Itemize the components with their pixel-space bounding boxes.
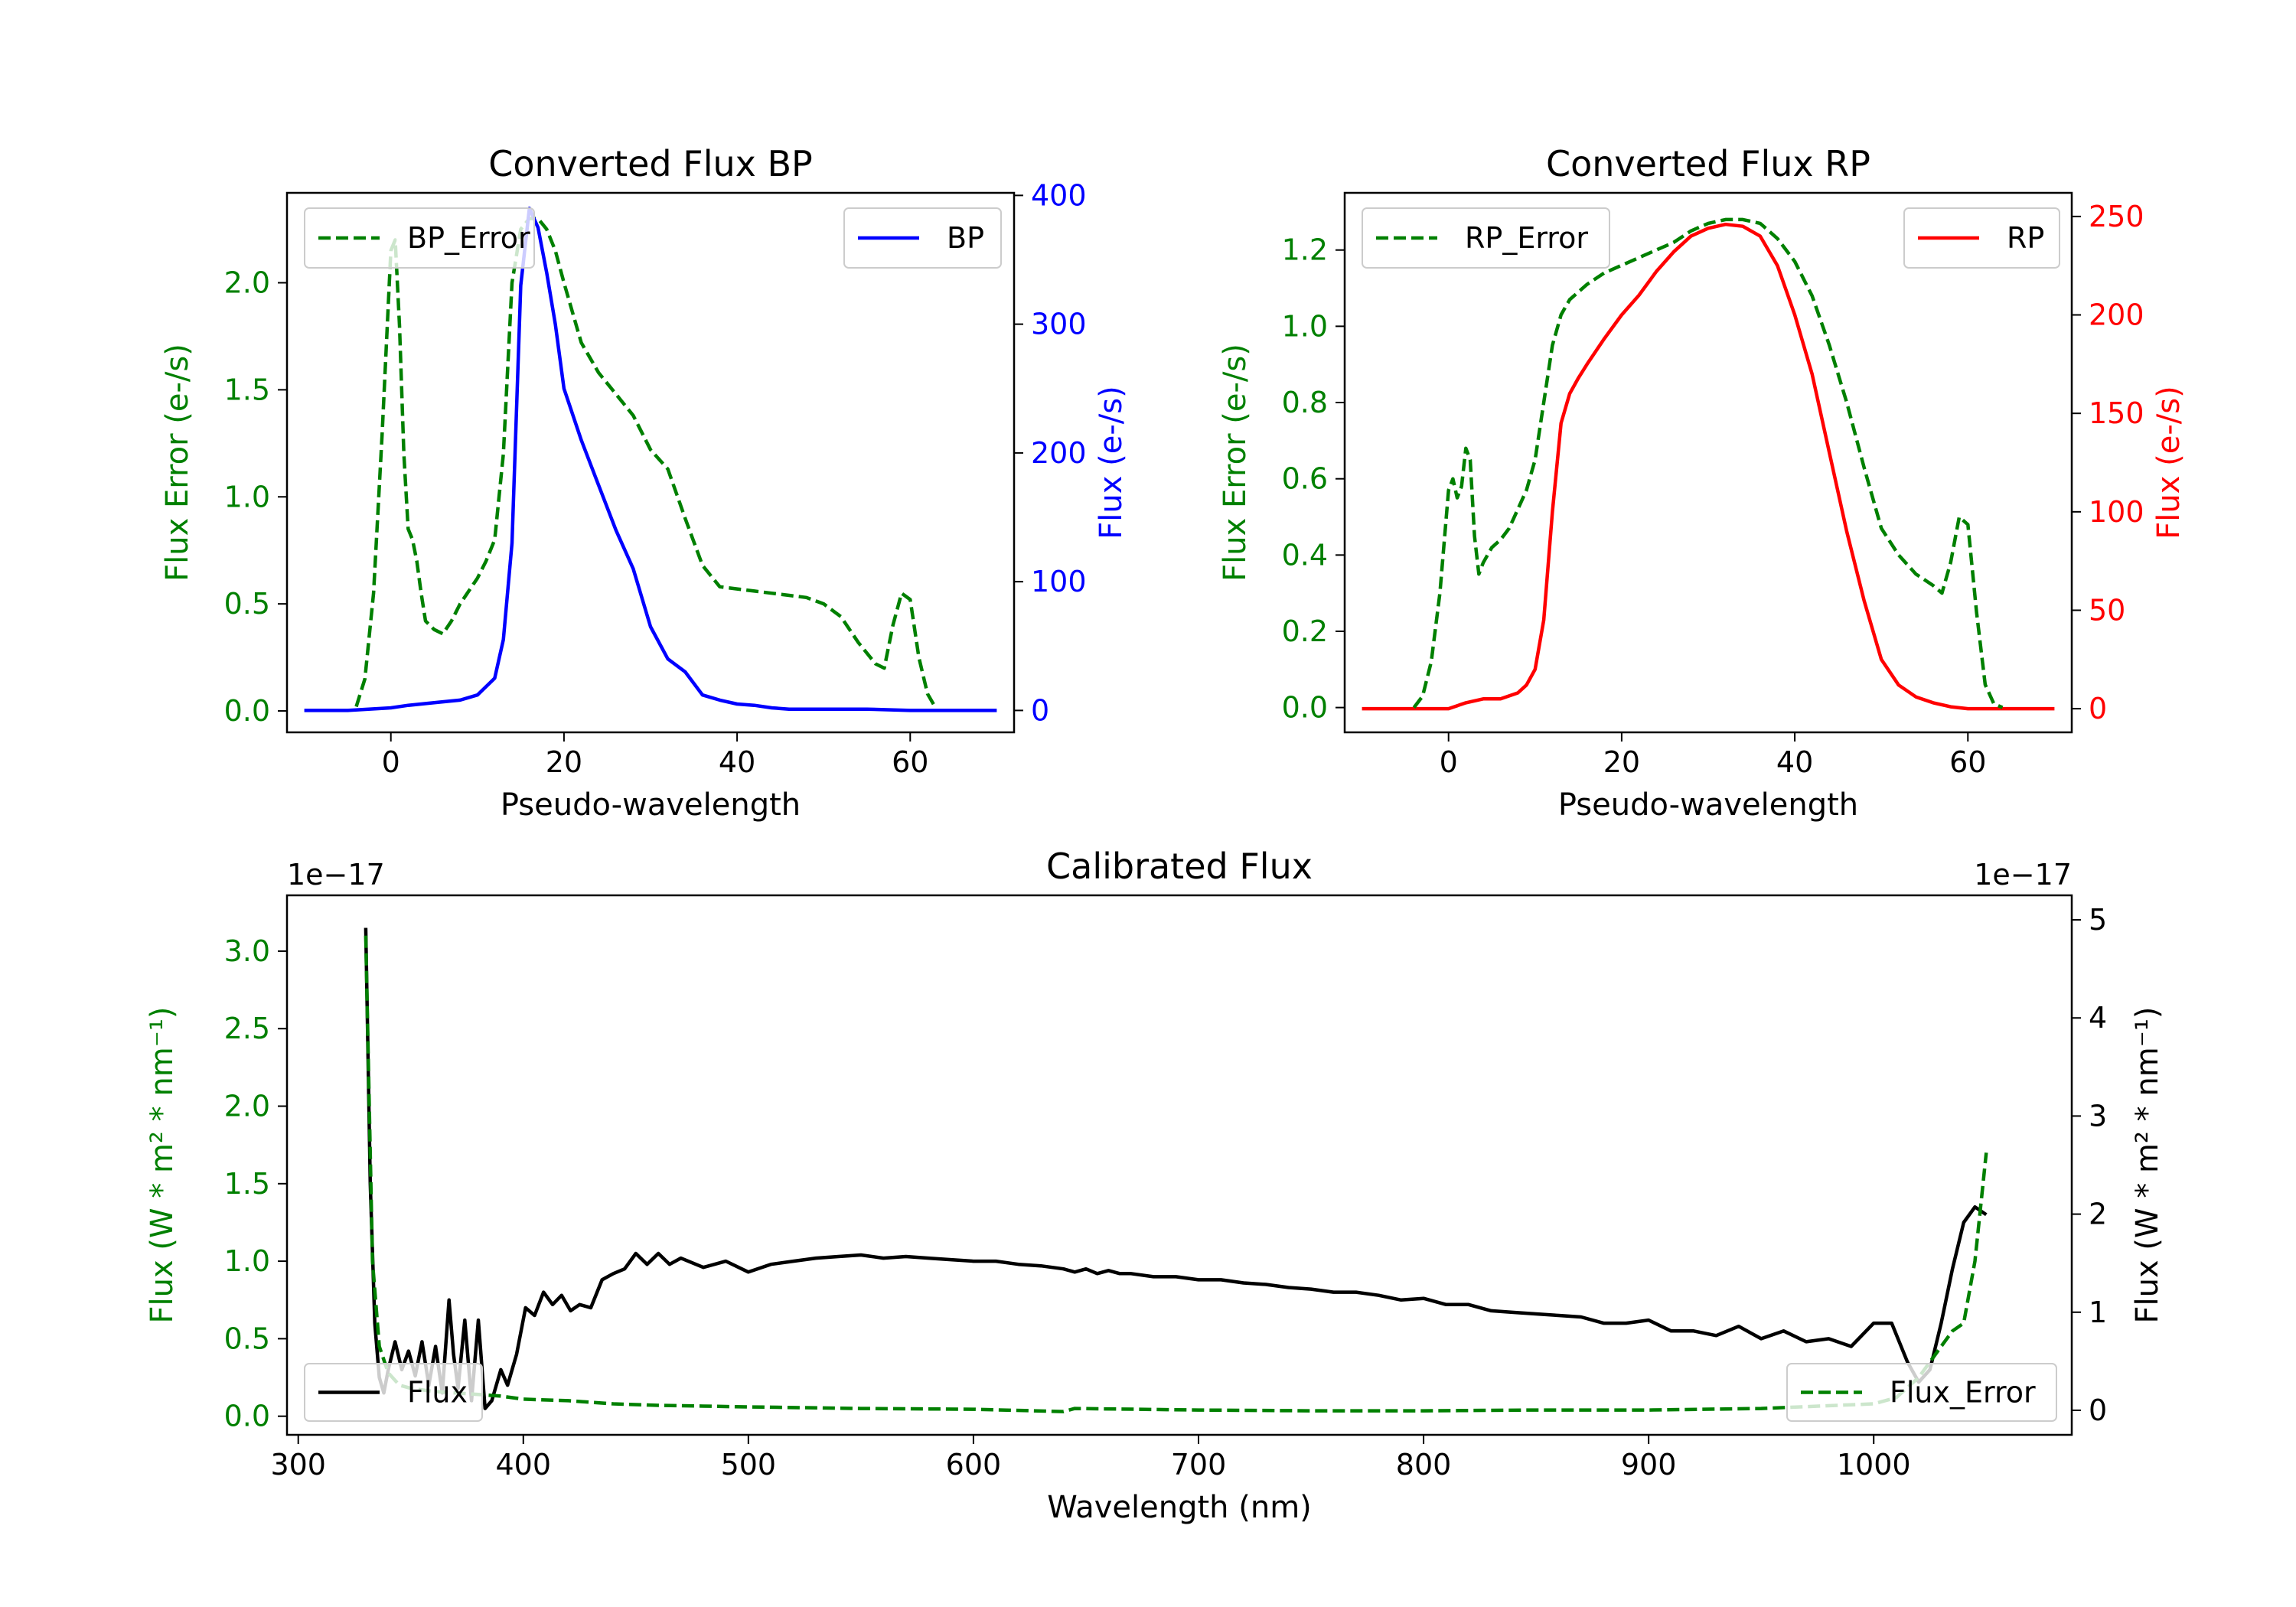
cal-legend-box bbox=[1786, 1363, 2057, 1422]
rp-x-tick-label: 40 bbox=[1776, 745, 1813, 779]
rp-left-tick-label: 0.0 bbox=[1282, 691, 1328, 725]
cal-left-tick-label: 0.5 bbox=[224, 1322, 270, 1355]
bp-right-axis-label: Flux (e-/s) bbox=[1094, 386, 1129, 539]
rp-series-rp-error bbox=[1362, 222, 2055, 711]
cal-right-tick-label: 5 bbox=[2089, 903, 2107, 937]
bp-title: Converted Flux BP bbox=[488, 143, 813, 184]
cal-x-tick-label: 500 bbox=[721, 1448, 777, 1482]
bp-legend-box bbox=[304, 207, 535, 269]
rp-legend-label: RP bbox=[2007, 221, 2044, 255]
bp-series-bp bbox=[304, 206, 997, 712]
rp-right-tick-label: 150 bbox=[2089, 396, 2144, 430]
rp-right-axis-label: Flux (e-/s) bbox=[2151, 386, 2187, 539]
cal-title: Calibrated Flux bbox=[1046, 846, 1313, 887]
bp-x-tick-label: 20 bbox=[546, 745, 582, 779]
cal-legend-label: Flux_Error bbox=[1890, 1376, 2036, 1410]
cal-legend-label: Flux bbox=[407, 1376, 468, 1410]
bp-axes-frame bbox=[285, 191, 1016, 734]
rp-left-tick-label: 0.2 bbox=[1282, 614, 1328, 648]
bp-legend-label: BP_Error bbox=[407, 221, 530, 255]
cal-series-flux bbox=[364, 927, 1988, 1410]
bp-right-tick-label: 200 bbox=[1031, 436, 1087, 470]
rp-right-tick-label: 200 bbox=[2089, 298, 2144, 332]
cal-x-tick-label: 600 bbox=[946, 1448, 1002, 1482]
cal-left-tick-label: 1.5 bbox=[224, 1167, 270, 1201]
cal-axes-frame bbox=[285, 894, 2073, 1436]
bp-left-tick-label: 1.5 bbox=[224, 373, 270, 406]
bp-x-axis-label: Pseudo-wavelength bbox=[501, 787, 801, 823]
bp-left-tick-label: 2.0 bbox=[224, 266, 270, 300]
cal-right-tick-label: 4 bbox=[2089, 1001, 2107, 1035]
cal-left-tick-label: 0.0 bbox=[224, 1400, 270, 1433]
cal-left-axis-label: Flux (W * m² * nm⁻¹) bbox=[145, 1007, 180, 1324]
rp-left-tick-label: 0.4 bbox=[1282, 538, 1328, 572]
bp-legend-label: BP bbox=[947, 221, 984, 255]
bp-x-tick-label: 40 bbox=[719, 745, 755, 779]
cal-x-tick-label: 900 bbox=[1621, 1448, 1677, 1482]
cal-x-tick-label: 700 bbox=[1171, 1448, 1227, 1482]
cal-x-tick-label: 300 bbox=[270, 1448, 326, 1482]
rp-x-tick-label: 0 bbox=[1440, 745, 1458, 779]
cal-x-tick-label: 800 bbox=[1396, 1448, 1452, 1482]
bp-left-tick-label: 1.0 bbox=[224, 480, 270, 513]
bp-right-tick-label: 0 bbox=[1031, 693, 1049, 727]
rp-legend-box bbox=[1362, 207, 1610, 269]
rp-left-tick-label: 0.6 bbox=[1282, 462, 1328, 496]
rp-right-tick-label: 250 bbox=[2089, 200, 2144, 233]
bp-right-tick-label: 300 bbox=[1031, 308, 1087, 341]
rp-left-tick-label: 0.8 bbox=[1282, 386, 1328, 419]
bp-legend-box bbox=[843, 207, 1002, 269]
cal-right-tick-label: 1 bbox=[2089, 1296, 2107, 1329]
rp-right-tick-label: 100 bbox=[2089, 495, 2144, 529]
cal-x-tick-label: 1000 bbox=[1837, 1448, 1911, 1482]
rp-right-tick-label: 50 bbox=[2089, 593, 2125, 627]
bp-left-tick-label: 0.0 bbox=[224, 694, 270, 728]
bp-left-tick-label: 0.5 bbox=[224, 587, 270, 621]
rp-left-tick-label: 1.0 bbox=[1282, 309, 1328, 343]
rp-axes-frame bbox=[1343, 191, 2073, 734]
cal-right-offset-label: 1e−17 bbox=[1974, 858, 2072, 892]
cal-x-axis-label: Wavelength (nm) bbox=[1047, 1490, 1312, 1525]
rp-series-rp-error-dashed bbox=[1412, 217, 2004, 709]
rp-x-axis-label: Pseudo-wavelength bbox=[1558, 787, 1858, 823]
rp-title: Converted Flux RP bbox=[1546, 143, 1870, 184]
rp-left-tick-label: 1.2 bbox=[1282, 233, 1328, 267]
cal-x-tick-label: 400 bbox=[496, 1448, 552, 1482]
bp-right-tick-label: 100 bbox=[1031, 565, 1087, 598]
cal-series-flux-error bbox=[364, 935, 1988, 1413]
rp-right-tick-label: 0 bbox=[2089, 692, 2107, 725]
bp-left-axis-label: Flux Error (e-/s) bbox=[160, 344, 195, 582]
cal-right-tick-label: 3 bbox=[2089, 1099, 2107, 1133]
cal-left-offset-label: 1e−17 bbox=[287, 858, 385, 892]
bp-right-tick-label: 400 bbox=[1031, 178, 1087, 212]
cal-left-tick-label: 2.5 bbox=[224, 1012, 270, 1045]
rp-x-tick-label: 60 bbox=[1949, 745, 1986, 779]
rp-left-axis-label: Flux Error (e-/s) bbox=[1218, 344, 1253, 582]
cal-right-axis-label: Flux (W * m² * nm⁻¹) bbox=[2130, 1007, 2165, 1324]
cal-left-tick-label: 3.0 bbox=[224, 934, 270, 968]
rp-legend-label: RP_Error bbox=[1465, 221, 1588, 255]
cal-legend-box bbox=[304, 1363, 483, 1422]
cal-right-tick-label: 0 bbox=[2089, 1393, 2107, 1427]
cal-left-tick-label: 2.0 bbox=[224, 1090, 270, 1123]
bp-x-tick-label: 0 bbox=[382, 745, 400, 779]
cal-right-tick-label: 2 bbox=[2089, 1198, 2107, 1231]
bp-series-bp-error bbox=[354, 217, 938, 710]
rp-x-tick-label: 20 bbox=[1603, 745, 1640, 779]
bp-x-tick-label: 60 bbox=[892, 745, 928, 779]
cal-left-tick-label: 1.0 bbox=[224, 1244, 270, 1278]
rp-legend-box bbox=[1903, 207, 2060, 269]
